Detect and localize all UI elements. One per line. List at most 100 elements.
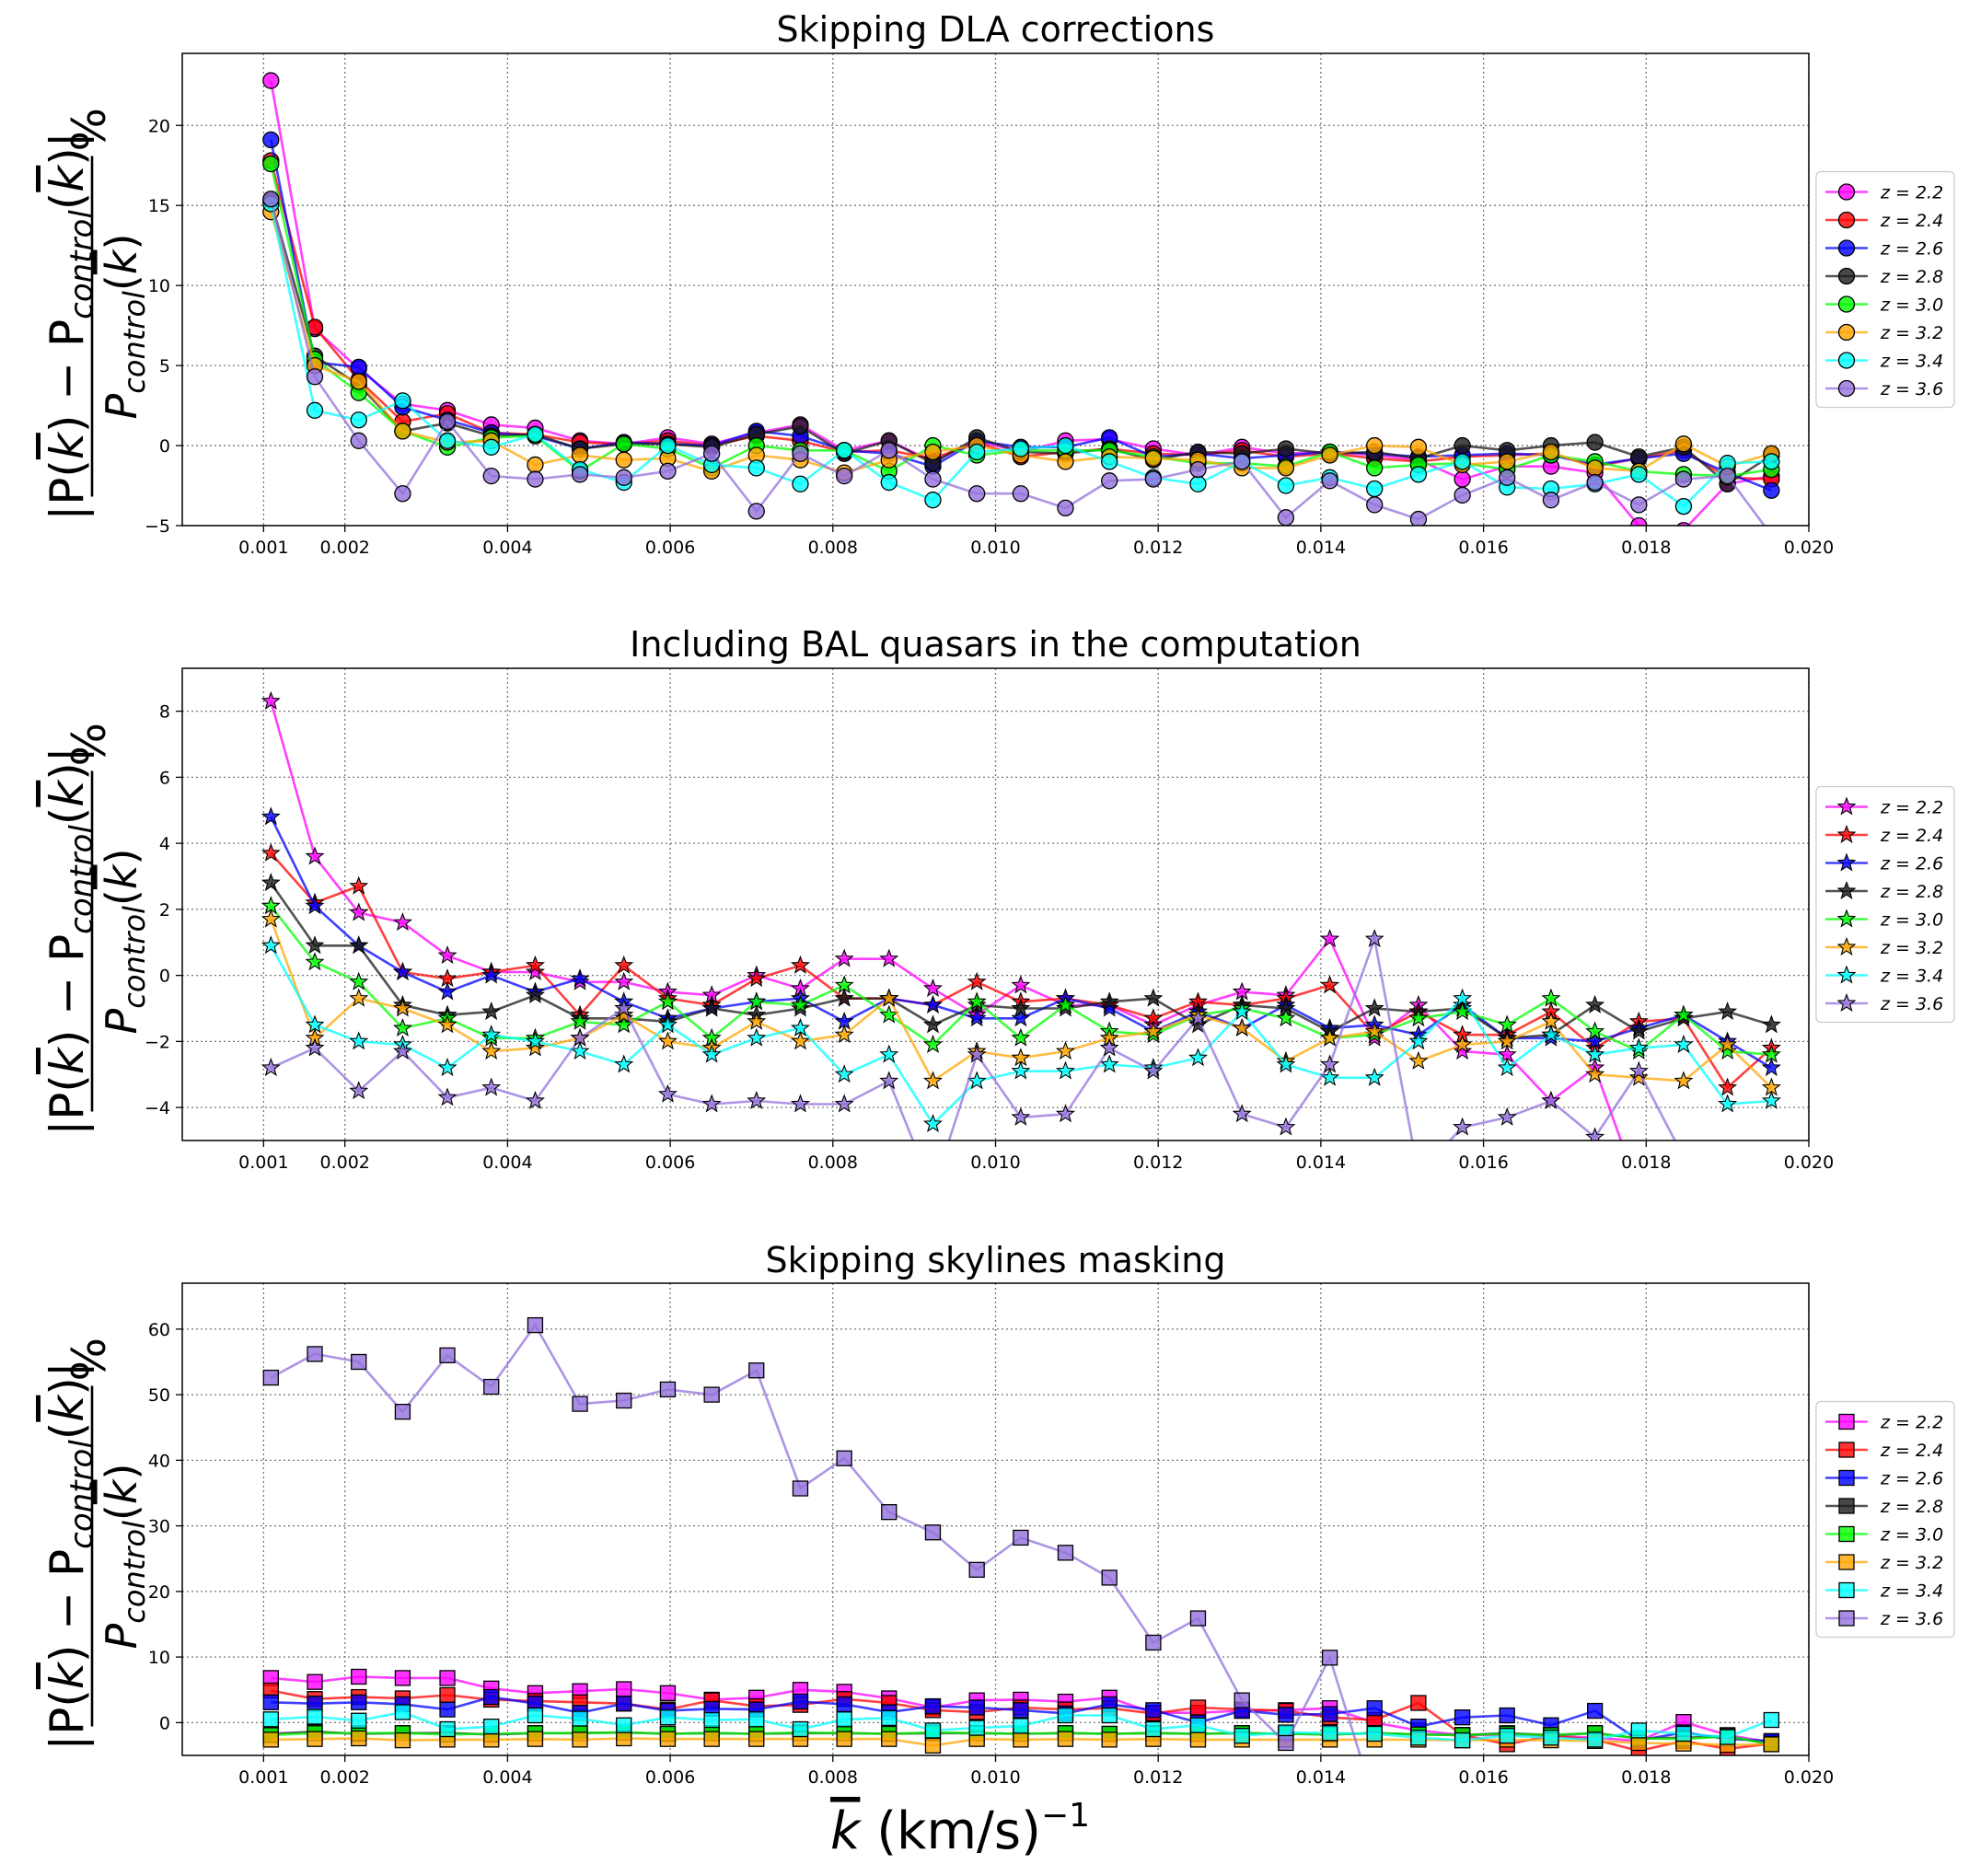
data-point xyxy=(261,842,281,862)
data-point xyxy=(392,1041,412,1060)
x-tick-label: 0.018 xyxy=(1621,538,1671,558)
data-point xyxy=(1453,988,1473,1007)
data-point xyxy=(1630,466,1648,483)
legend-marker xyxy=(1837,239,1856,257)
x-tick-label: 0.002 xyxy=(319,1152,369,1173)
x-tick-label: 0.010 xyxy=(970,538,1020,558)
data-point xyxy=(350,358,367,376)
data-point xyxy=(1454,453,1471,470)
y-tick-label: 40 xyxy=(148,1451,170,1471)
data-point xyxy=(1232,1104,1252,1123)
x-tick-label: 0.002 xyxy=(319,1767,369,1788)
data-point xyxy=(1278,1734,1294,1752)
data-point xyxy=(392,998,413,1017)
plot-area xyxy=(262,72,1780,526)
y-label-bar: | xyxy=(41,1361,94,1377)
x-tick-label: 0.020 xyxy=(1784,538,1834,558)
data-point xyxy=(525,1090,545,1109)
data-point xyxy=(1057,1731,1074,1747)
data-point xyxy=(439,1670,456,1686)
x-tick-label: 0.008 xyxy=(808,1152,858,1173)
y-axis-label: |P(k) − Pcontrol(k)|Pcontrol(k)% xyxy=(41,108,152,521)
data-point xyxy=(1320,1027,1340,1047)
data-point xyxy=(1588,1807,1603,1822)
data-point xyxy=(481,1077,502,1096)
data-point xyxy=(1631,1807,1646,1822)
data-point xyxy=(659,1685,677,1701)
legend-marker xyxy=(1837,267,1856,285)
data-point xyxy=(350,373,367,390)
legend-label: z = 2.2 xyxy=(1880,1413,1943,1433)
series-34 xyxy=(261,935,1781,1132)
data-point xyxy=(572,1731,588,1748)
data-point xyxy=(1188,1048,1208,1067)
y-label-part: k xyxy=(97,248,146,274)
data-point xyxy=(836,467,853,485)
data-point xyxy=(659,436,677,455)
data-point xyxy=(1761,1014,1781,1034)
plot-area xyxy=(262,1316,1780,1822)
data-point xyxy=(1276,1008,1296,1027)
data-point xyxy=(305,952,325,971)
y-label-part: ) xyxy=(97,1464,146,1480)
data-point xyxy=(437,1014,458,1034)
data-point xyxy=(1544,1807,1558,1822)
legend-label: z = 2.4 xyxy=(1880,1441,1943,1461)
legend-label: z = 3.2 xyxy=(1880,938,1943,958)
y-label-bar: | xyxy=(41,505,94,521)
legend-marker xyxy=(1838,1442,1855,1458)
data-point xyxy=(880,473,898,492)
data-point xyxy=(1408,1031,1429,1050)
data-point xyxy=(614,971,634,990)
data-point xyxy=(1234,453,1251,470)
data-point xyxy=(1277,459,1295,477)
data-point xyxy=(394,1670,411,1686)
data-point xyxy=(1586,434,1604,451)
data-point xyxy=(261,873,281,892)
y-tick-label: −4 xyxy=(145,1098,170,1118)
y-label-part: control xyxy=(117,906,152,1009)
data-point xyxy=(1454,470,1471,488)
data-point xyxy=(1013,1718,1029,1734)
x-tick-label: 0.006 xyxy=(645,538,695,558)
data-point xyxy=(1718,1094,1738,1113)
legend-marker xyxy=(1836,852,1857,872)
x-tick-label: 0.014 xyxy=(1296,1767,1346,1788)
y-label-part: control xyxy=(64,1440,100,1549)
data-point xyxy=(527,1707,544,1724)
data-point xyxy=(1761,1044,1781,1063)
data-point xyxy=(880,442,898,459)
y-label-part: k xyxy=(41,164,94,192)
data-point xyxy=(1675,1725,1692,1743)
legend-marker xyxy=(1838,1554,1855,1570)
data-point xyxy=(482,438,500,456)
legend-item: z = 2.8 xyxy=(1825,880,1943,902)
data-point xyxy=(834,988,854,1007)
legend-label: z = 3.2 xyxy=(1880,1553,1943,1573)
data-point xyxy=(1366,1725,1383,1743)
legend-marker xyxy=(1838,1525,1855,1543)
legend: z = 2.2 z = 2.4 z = 2.6 z = 2.8 z = 3.0 z = 3… xyxy=(1815,785,1955,1024)
data-point xyxy=(1763,1711,1780,1729)
y-label-numerator: |P(k) − Pcontrol(k)| xyxy=(41,1361,100,1750)
data-point xyxy=(834,1025,854,1044)
legend-label: z = 3.4 xyxy=(1880,1581,1943,1602)
y-label-bar: | xyxy=(41,747,94,762)
data-point xyxy=(1585,994,1605,1013)
data-point xyxy=(1676,1807,1691,1822)
legend-label: z = 3.0 xyxy=(1880,295,1943,316)
y-label-part: ( xyxy=(41,807,94,826)
legend-item: z = 3.6 xyxy=(1825,1609,1943,1629)
data-point xyxy=(1101,453,1118,470)
legend-marker xyxy=(1837,183,1856,201)
data-point xyxy=(306,401,324,419)
y-label-part: ( xyxy=(97,889,146,906)
data-point xyxy=(1099,1054,1119,1073)
y-label-part: ( xyxy=(41,1422,94,1441)
data-point xyxy=(1586,473,1604,492)
data-point xyxy=(1232,1002,1252,1021)
data-point xyxy=(1408,1008,1429,1027)
data-point xyxy=(1499,469,1516,486)
legend-marker xyxy=(1836,824,1857,843)
